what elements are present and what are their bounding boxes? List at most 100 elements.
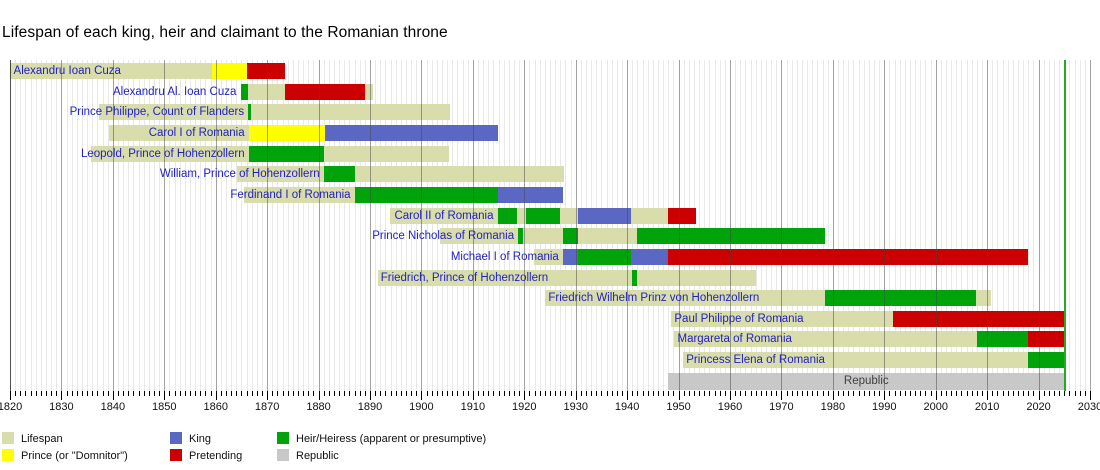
legend-label-pretending: Pretending bbox=[189, 450, 243, 462]
grid-line-minor bbox=[385, 60, 387, 391]
axis-label: 1920 bbox=[512, 401, 537, 413]
grid-line-minor bbox=[457, 60, 459, 391]
row-label[interactable]: Prince Philippe, Count of Flanders bbox=[69, 106, 245, 119]
bar-heir bbox=[562, 228, 578, 245]
axis-tick-minor bbox=[169, 391, 171, 396]
bar-king bbox=[324, 124, 498, 141]
axis-tick-minor bbox=[76, 391, 78, 396]
axis-tick-minor bbox=[766, 391, 767, 396]
row-label[interactable]: Prince Nicholas of Romania bbox=[372, 230, 515, 243]
axis-tick-minor bbox=[457, 391, 459, 396]
axis-tick-minor bbox=[467, 391, 469, 396]
republic-label: Republic bbox=[843, 374, 889, 387]
grid-line-minor bbox=[956, 60, 958, 391]
row-label[interactable]: Michael I of Romania bbox=[450, 250, 559, 263]
axis-tick-minor bbox=[1048, 391, 1050, 396]
axis-tick-minor bbox=[1023, 391, 1025, 396]
axis-tick-minor bbox=[966, 391, 968, 396]
grid-line-minor bbox=[750, 60, 752, 391]
row-label[interactable]: Margareta of Romania bbox=[677, 333, 792, 346]
axis-tick-minor bbox=[663, 391, 665, 396]
axis-tick-minor bbox=[1074, 391, 1076, 396]
axis-tick-minor bbox=[179, 391, 181, 396]
axis-tick-minor bbox=[920, 391, 922, 396]
axis-tick-minor bbox=[601, 391, 603, 396]
grid-line-minor bbox=[565, 60, 567, 391]
grid-line-major bbox=[267, 60, 269, 391]
axis-tick-minor bbox=[812, 391, 814, 396]
row-label[interactable]: Friedrich Wilhelm Prinz von Hohenzollern bbox=[548, 292, 760, 305]
row-label[interactable]: Alexandru Ioan Cuza bbox=[13, 65, 121, 77]
row-label[interactable]: Paul Philippe of Romania bbox=[674, 312, 804, 325]
grid-line-major bbox=[678, 60, 680, 391]
grid-line-minor bbox=[87, 60, 89, 391]
grid-line-minor bbox=[1084, 60, 1086, 391]
axis-tick-minor bbox=[529, 391, 531, 396]
axis-label: 1940 bbox=[614, 401, 640, 413]
legend-label-king: King bbox=[189, 433, 212, 445]
bar-lifespan bbox=[98, 104, 451, 121]
bar-heir bbox=[976, 331, 1028, 348]
axis-tick-minor bbox=[395, 391, 397, 396]
row-label[interactable]: Ferdinand I of Romania bbox=[230, 188, 351, 201]
axis-label: 2000 bbox=[923, 401, 948, 413]
axis-tick-minor bbox=[997, 391, 999, 396]
axis-tick-minor bbox=[704, 391, 706, 396]
axis-tick-minor bbox=[519, 391, 521, 396]
grid-line-minor bbox=[169, 60, 171, 391]
grid-line-minor bbox=[226, 60, 227, 391]
bar-heir bbox=[248, 104, 252, 121]
grid-line-minor bbox=[354, 60, 356, 391]
axis-label: 1850 bbox=[152, 401, 177, 413]
bar-heir bbox=[824, 290, 976, 307]
grid-line-minor bbox=[488, 60, 490, 391]
axis-tick-minor bbox=[462, 391, 464, 396]
grid-line-minor bbox=[452, 60, 454, 391]
bar-heir bbox=[240, 83, 248, 100]
grid-line-minor bbox=[262, 60, 263, 391]
axis-tick-minor bbox=[323, 391, 325, 396]
grid-line-minor bbox=[426, 60, 428, 391]
bar-heir bbox=[637, 228, 825, 245]
axis-tick-minor bbox=[1084, 391, 1086, 396]
row-label[interactable]: Leopold, Prince of Hohenzollern bbox=[80, 147, 245, 160]
axis-tick-minor bbox=[97, 391, 99, 396]
axis-tick-major bbox=[267, 391, 269, 400]
row-label[interactable]: Carol II of Romania bbox=[394, 209, 494, 222]
grid-line-minor bbox=[483, 60, 485, 391]
bar-heir bbox=[1027, 352, 1065, 369]
axis-tick-minor bbox=[724, 391, 726, 396]
grid-line-minor bbox=[231, 60, 233, 391]
axis-tick-minor bbox=[514, 391, 515, 396]
grid-line-minor bbox=[1012, 60, 1014, 391]
axis-tick-minor bbox=[555, 391, 557, 396]
grid-line-minor bbox=[838, 60, 839, 391]
row-label[interactable]: Carol I of Romania bbox=[148, 126, 245, 139]
row-label[interactable]: Alexandru Al. Ioan Cuza bbox=[112, 85, 237, 98]
axis-label: 2020 bbox=[1026, 401, 1051, 413]
axis-tick-minor bbox=[123, 391, 125, 396]
grid-line-minor bbox=[15, 60, 17, 391]
axis-tick-minor bbox=[534, 391, 536, 396]
grid-line-minor bbox=[642, 60, 644, 391]
axis-tick-minor bbox=[570, 391, 572, 396]
bar-pretending bbox=[1027, 331, 1065, 348]
grid-line-minor bbox=[591, 60, 593, 391]
axis-tick-major bbox=[10, 391, 11, 400]
bar-heir bbox=[354, 186, 498, 203]
row-label[interactable]: Princess Elena of Romania bbox=[686, 354, 825, 367]
axis-tick-minor bbox=[498, 391, 500, 396]
grid-line-minor bbox=[519, 60, 521, 391]
grid-line-minor bbox=[436, 60, 438, 391]
axis-tick-minor bbox=[910, 391, 911, 396]
grid-line-minor bbox=[1002, 60, 1004, 391]
grid-line-minor bbox=[380, 60, 382, 391]
bar-king bbox=[562, 248, 578, 265]
axis-tick-minor bbox=[488, 391, 490, 396]
axis-tick-minor bbox=[616, 391, 618, 396]
grid-line-minor bbox=[976, 60, 978, 391]
row-label[interactable]: William, Prince of Hohenzollern bbox=[159, 168, 320, 181]
row-label[interactable]: Friedrich, Prince of Hohenzollern bbox=[380, 271, 549, 284]
axis-tick-minor bbox=[863, 391, 865, 396]
grid-line-major bbox=[1090, 60, 1091, 391]
